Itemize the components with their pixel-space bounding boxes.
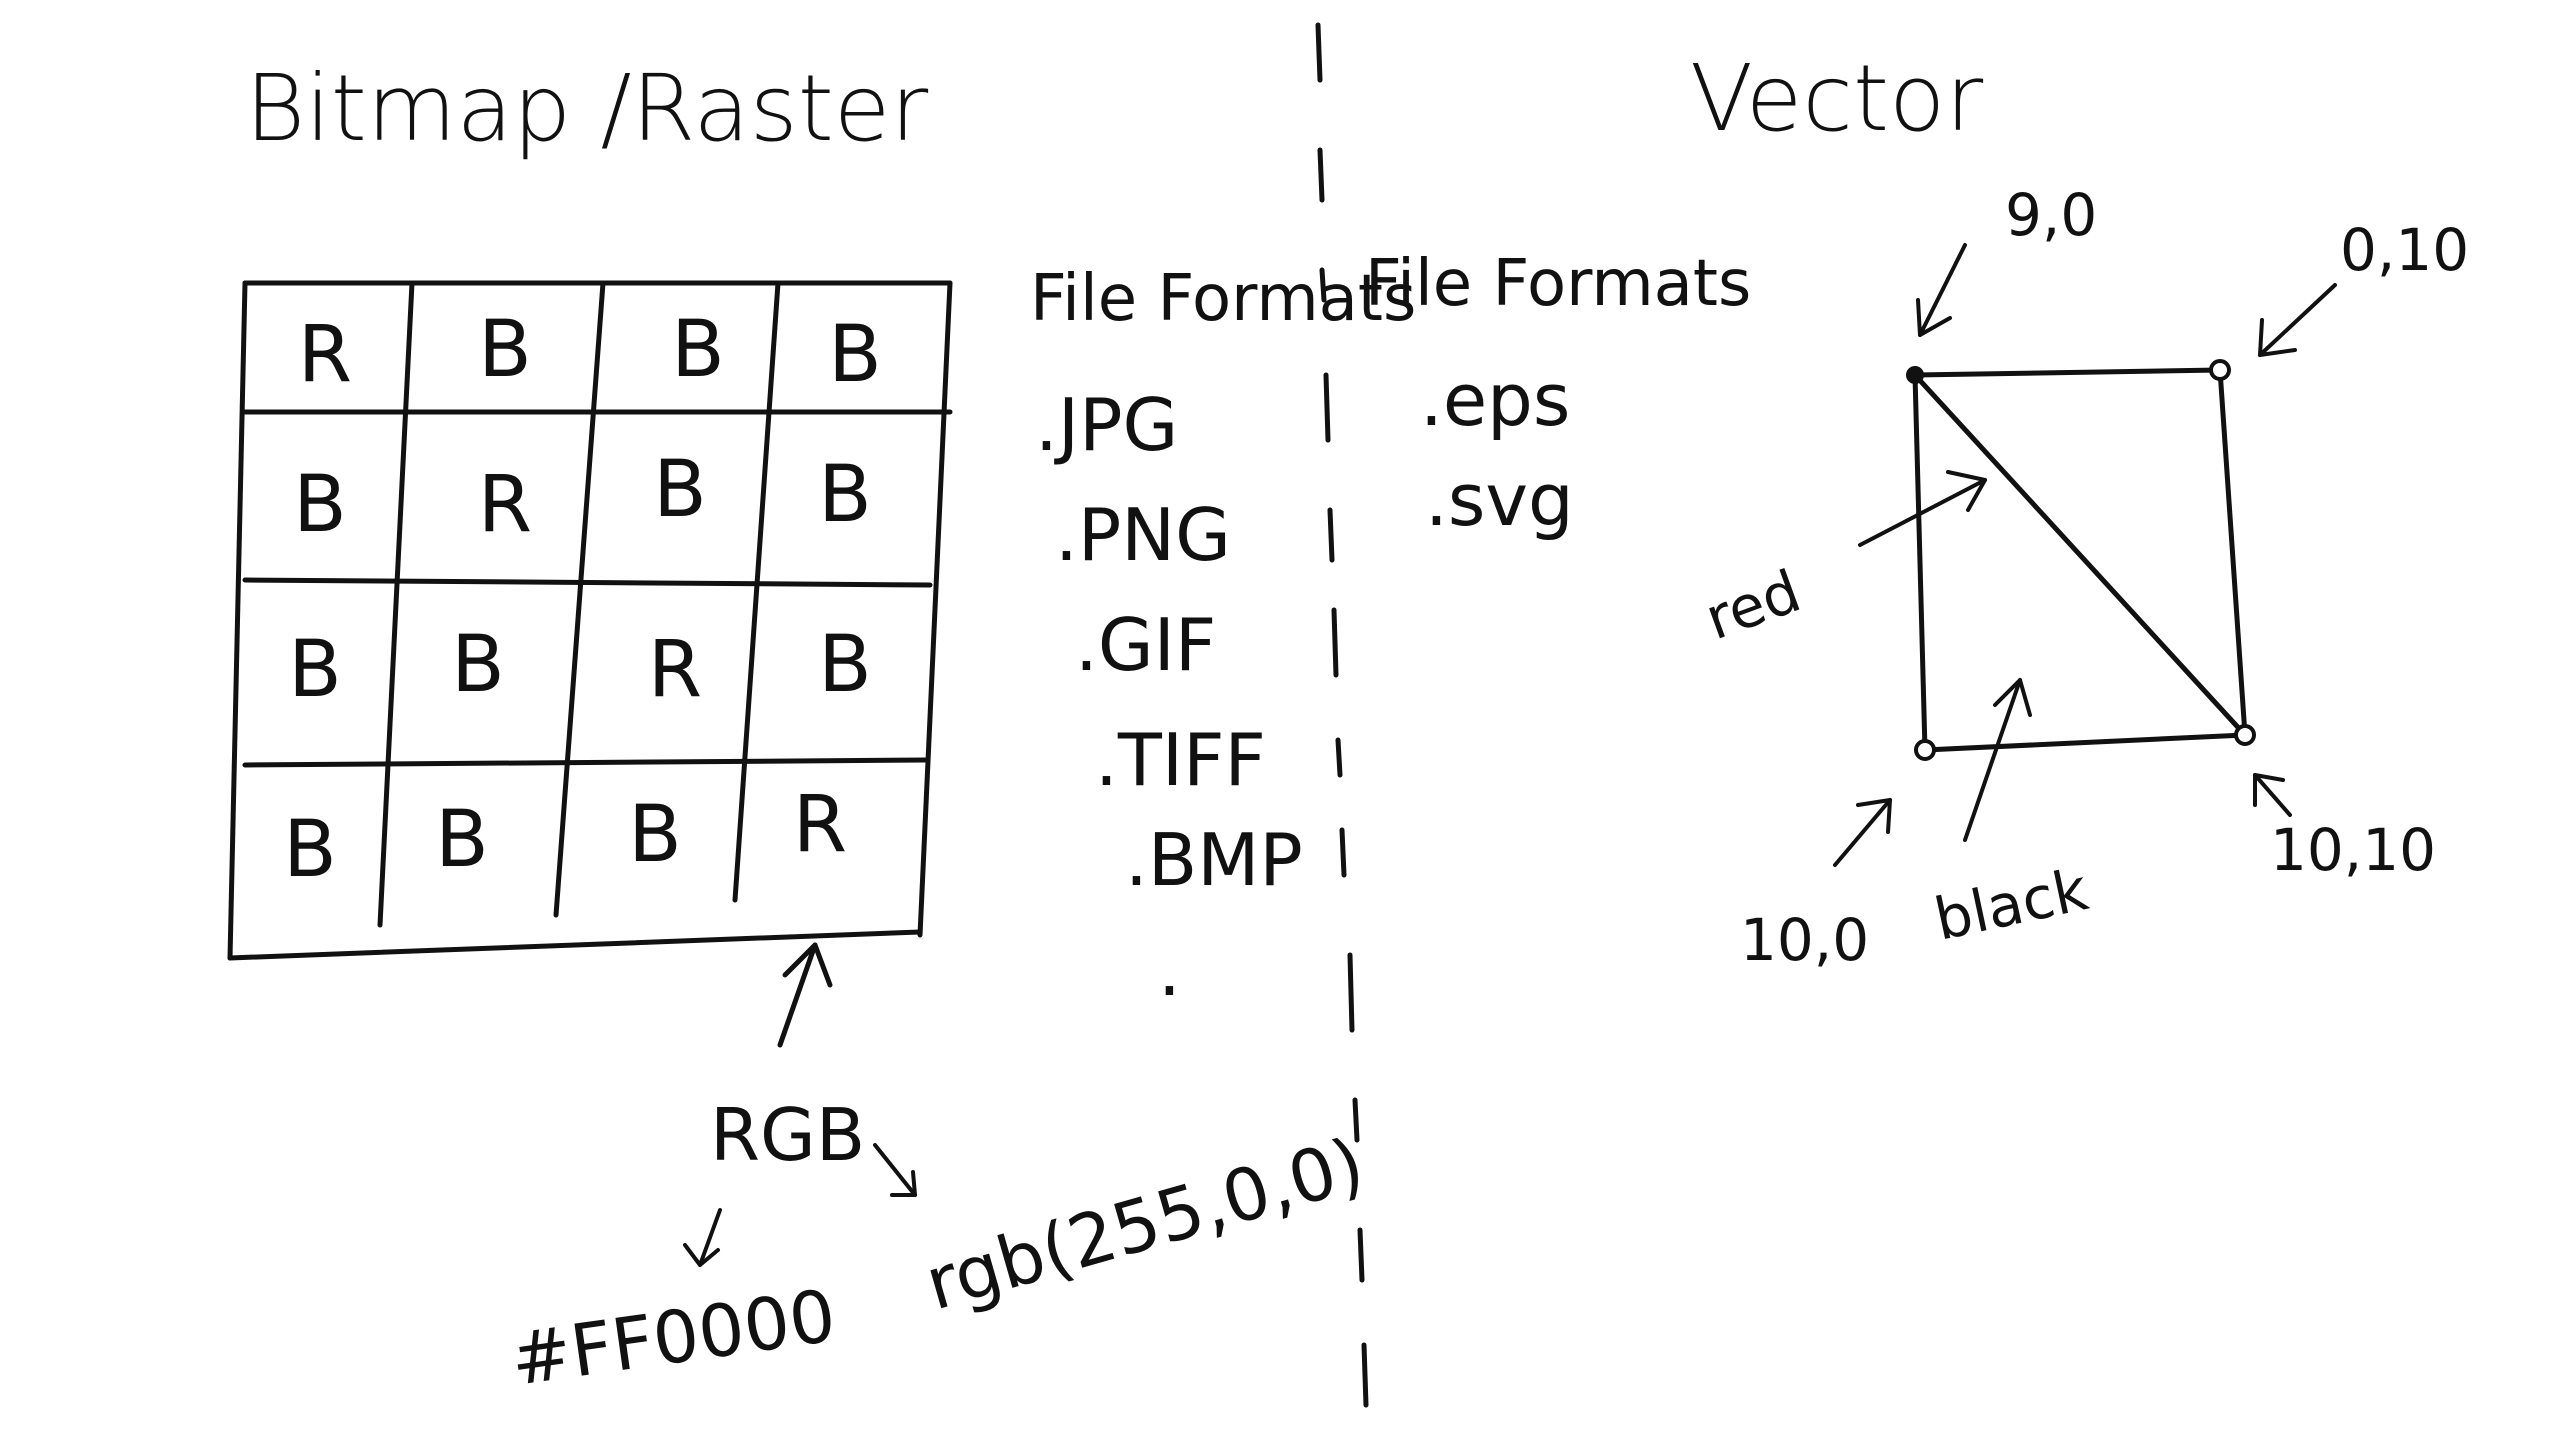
pixel-cell: B: [435, 795, 489, 885]
hex-code: #FF0000: [506, 1273, 841, 1402]
pixel-cell: B: [671, 305, 725, 395]
pixel-cell: B: [478, 305, 532, 395]
rgb-function: rgb(255,0,0): [917, 1121, 1373, 1326]
point-label-bottom-left: 10,0: [1740, 906, 1869, 974]
vector-format-item: .eps: [1420, 358, 1570, 442]
diagonal-line: [1912, 372, 2248, 738]
point-arrow-bottom-right-icon: [2253, 773, 2292, 817]
vertex-bottom-left: [1914, 739, 1936, 761]
vertex-bottom-right: [2234, 724, 2256, 746]
point-arrow-top-left-icon: [1916, 243, 1967, 337]
border-arrow-icon: [1963, 678, 2032, 842]
rgb-label: RGB: [710, 1093, 865, 1177]
pixel-cell: B: [283, 805, 337, 895]
grid-line: [242, 757, 928, 768]
grid-line: [242, 577, 933, 588]
vertex-top-left: [1906, 366, 1924, 384]
rgb-arrow-icon: [777, 942, 833, 1048]
pixel-cell: B: [451, 620, 505, 710]
hex-arrow-icon: [683, 1208, 722, 1267]
border-color-label: black: [1929, 855, 2094, 954]
grid-line: [732, 280, 781, 903]
grid-line: [227, 929, 923, 961]
grid-line: [227, 280, 248, 961]
point-arrow-bottom-left-icon: [1833, 798, 1892, 867]
pixel-cell: B: [828, 310, 882, 400]
pixel-cell: B: [293, 460, 347, 550]
point-arrow-top-right-icon: [2258, 283, 2337, 357]
pixel-cells: R B B B B R B B B B R B B B B R: [283, 305, 882, 895]
vector-rectangle: [1912, 367, 2248, 753]
vector-format-item: .svg: [1425, 458, 1574, 542]
raster-format-item: .: [1158, 928, 1181, 1012]
grid-line: [553, 280, 606, 918]
point-label-top-left: 9,0: [2005, 181, 2097, 249]
diagonal-color-label: red: [1697, 557, 1810, 653]
raster-format-item: .BMP: [1125, 818, 1303, 902]
point-label-top-right: 0,10: [2340, 216, 2469, 284]
raster-title: Bitmap /Raster: [245, 55, 928, 162]
vertex-top-right: [2209, 359, 2231, 381]
pixel-grid: [227, 280, 953, 961]
pixel-cell: B: [818, 620, 872, 710]
dashed-divider: [1315, 22, 1369, 1408]
grid-line: [377, 280, 415, 928]
pixel-cell: B: [653, 445, 707, 535]
rgb-func-arrow-icon: [873, 1143, 917, 1197]
pixel-cell: R: [478, 460, 532, 550]
raster-formats-header: File Formats: [1030, 262, 1416, 336]
pixel-cell: R: [793, 780, 847, 870]
pixel-cell: B: [288, 625, 342, 715]
vector-formats-header: File Formats: [1365, 247, 1751, 321]
raster-format-item: .JPG: [1035, 383, 1178, 467]
pixel-cell: B: [818, 450, 872, 540]
pixel-cell: R: [298, 310, 352, 400]
raster-format-item: .PNG: [1055, 493, 1231, 577]
raster-format-item: .TIFF: [1095, 718, 1266, 802]
grid-line: [917, 280, 953, 938]
vector-title: Vector: [1690, 45, 1983, 152]
pixel-cell: B: [628, 790, 682, 880]
pixel-cell: R: [648, 625, 702, 715]
point-label-bottom-right: 10,10: [2270, 816, 2436, 884]
diagonal-arrow-icon: [1858, 470, 1987, 547]
raster-format-item: .GIF: [1075, 603, 1216, 687]
